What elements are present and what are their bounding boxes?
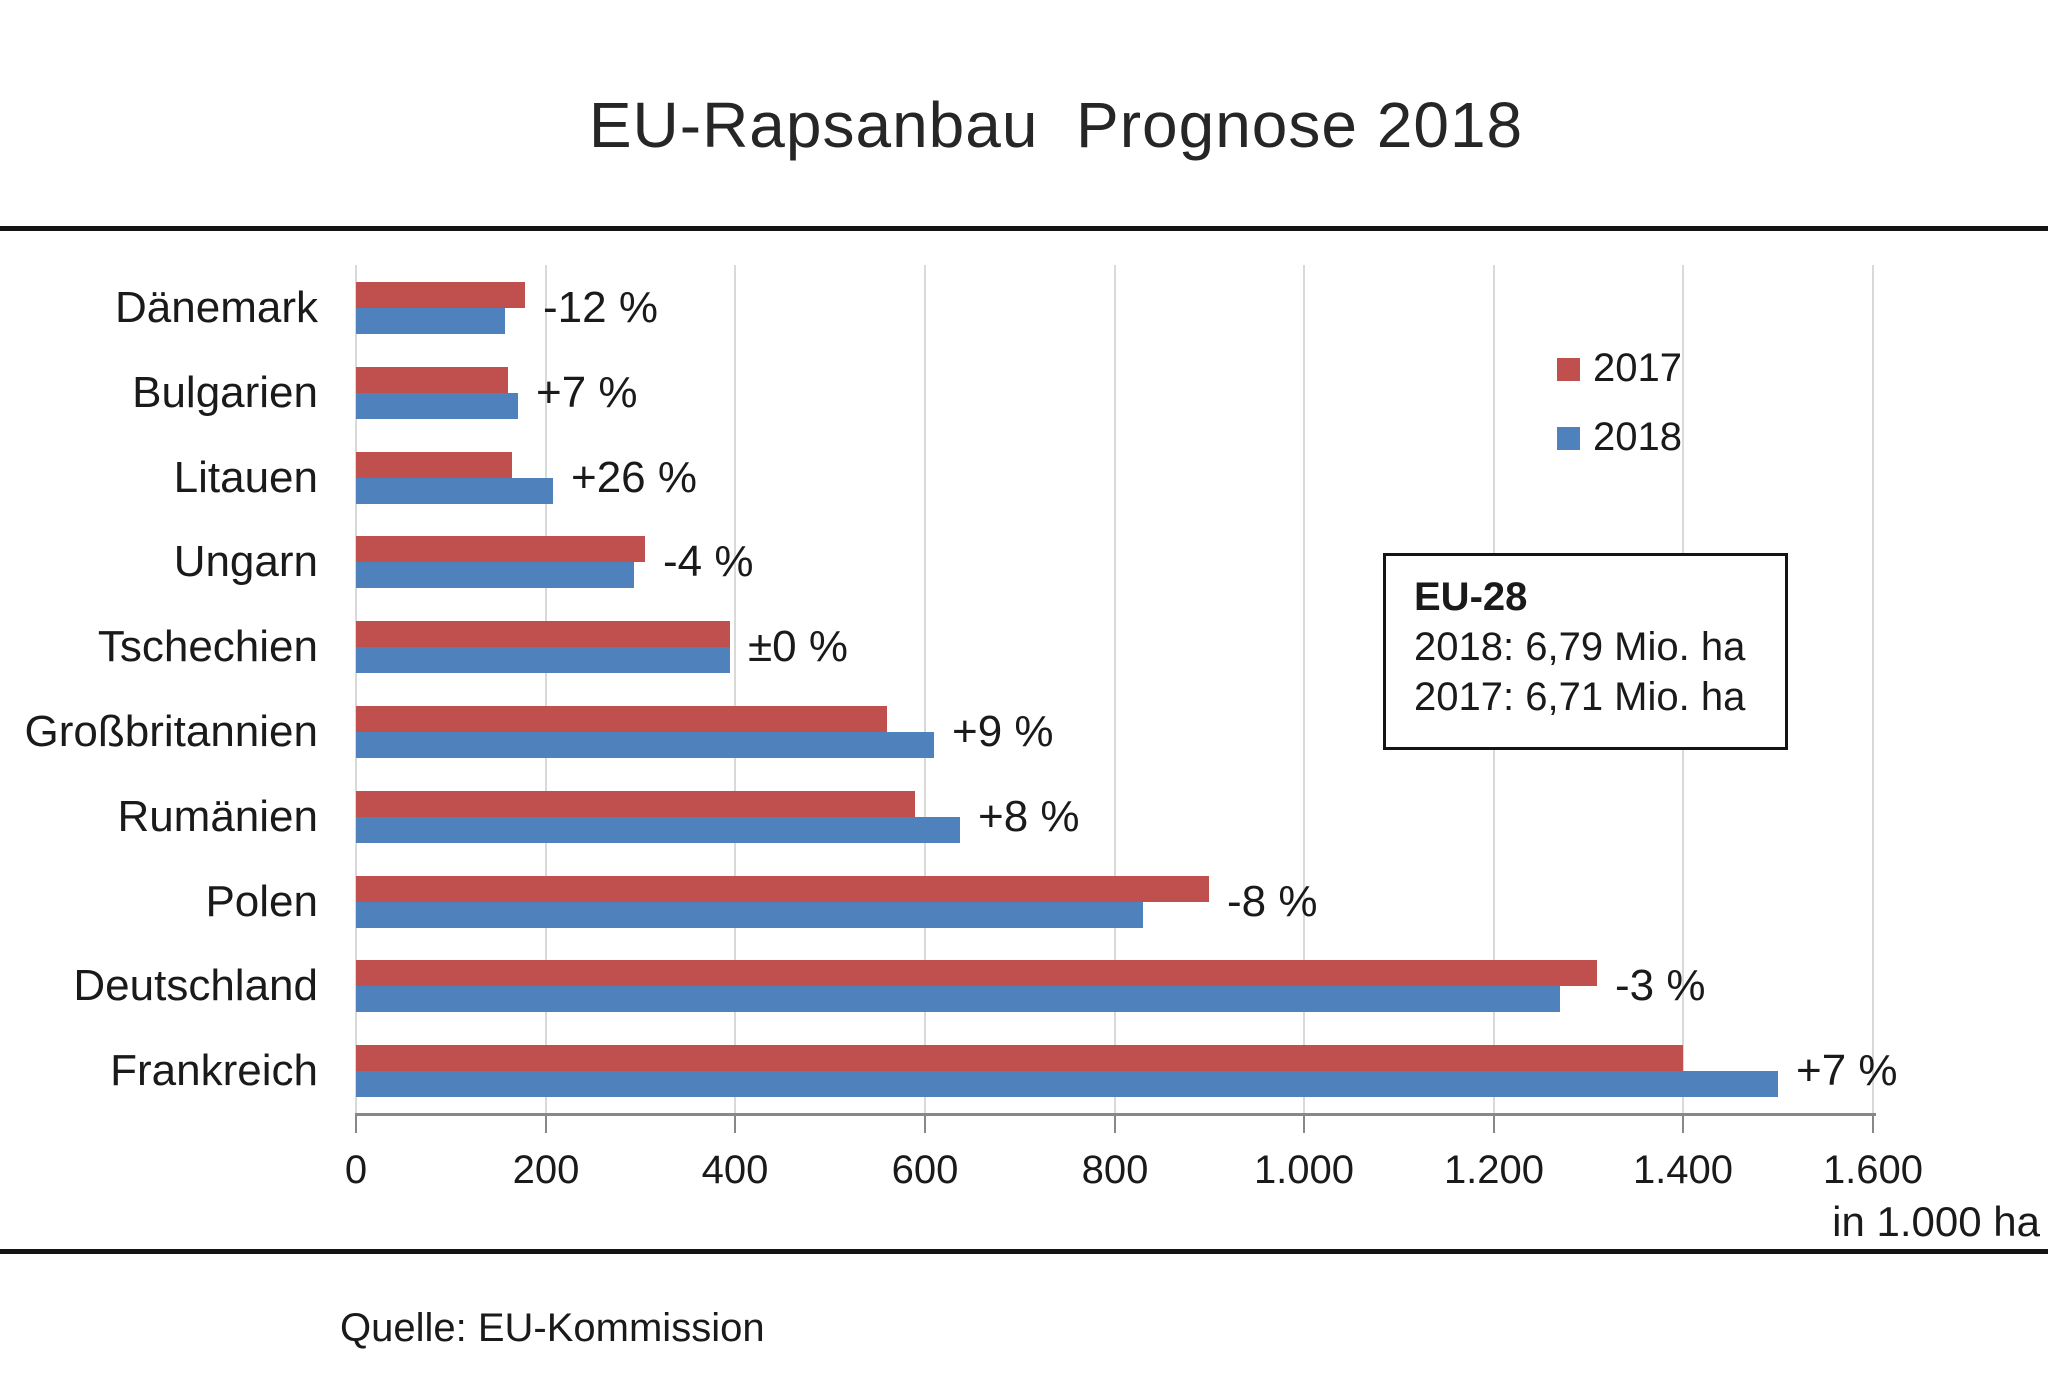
legend-label-2018: 2018 [1593,415,1682,459]
bar-2017-Polen [356,875,1209,902]
bottom-divider-rule [0,1249,2048,1254]
bar-2017-Dänemark [356,282,525,308]
bar-2018-Tschechien [356,647,730,674]
change-label: +26 % [571,452,697,502]
legend-swatch-2018 [1557,427,1580,450]
x-axis-tick-mark [924,1113,926,1133]
x-axis-tick-label: 200 [512,1148,580,1192]
bar-2018-Litauen [356,477,553,504]
change-label: ±0 % [748,622,848,672]
gridline [545,265,547,1113]
gridline [355,265,357,1113]
category-label: Deutschland [73,961,318,1011]
eu28-annotation-box: EU-28 2018: 6,79 Mio. ha 2017: 6,71 Mio.… [1383,553,1788,750]
top-divider-rule [0,226,2048,231]
gridline [924,265,926,1113]
plot-area [355,265,1874,1113]
category-label: Rumänien [117,791,318,841]
x-axis-tick-label: 600 [891,1148,959,1192]
x-axis-tick-label: 800 [1081,1148,1149,1192]
x-axis-tick-label: 400 [701,1148,769,1192]
legend-swatch-2017 [1557,358,1580,381]
category-label: Bulgarien [132,367,318,417]
x-axis-tick-label: 1.000 [1253,1148,1355,1192]
bar-2017-Tschechien [356,621,730,648]
x-axis-tick-label: 1.600 [1822,1148,1924,1192]
change-label: -12 % [543,283,658,332]
gridline [734,265,736,1113]
eu28-heading: EU-28 [1414,575,1528,619]
bar-2017-Litauen [356,451,512,478]
change-label: -4 % [663,537,754,587]
change-label: +9 % [952,707,1054,756]
x-axis-tick-mark [1872,1113,1874,1133]
x-axis-tick-mark [1493,1113,1495,1133]
change-label: -3 % [1615,961,1706,1011]
bar-2018-Bulgarien [356,392,518,419]
x-axis-tick-mark [1114,1113,1116,1133]
eu28-line-2017: 2017: 6,71 Mio. ha [1414,675,1746,719]
gridline [1303,265,1305,1113]
bar-2018-Polen [356,901,1143,928]
change-label: +7 % [536,367,638,417]
x-axis-tick-label: 1.400 [1632,1148,1734,1192]
change-label: -8 % [1227,876,1318,926]
x-axis-tick-mark [734,1113,736,1133]
x-axis-tick-mark [355,1113,357,1133]
source-note: Quelle: EU-Kommission [340,1306,765,1350]
x-axis-tick-mark [545,1113,547,1133]
x-axis-unit-label: in 1.000 ha [1832,1198,2040,1245]
category-label: Litauen [173,452,318,502]
category-label: Dänemark [115,283,318,332]
bar-2017-Bulgarien [356,366,508,393]
change-label: +8 % [978,791,1080,841]
category-label: Frankreich [110,1046,318,1096]
bar-2018-Frankreich [356,1071,1778,1098]
category-label: Polen [205,876,318,926]
x-axis-tick-mark [1682,1113,1684,1133]
category-label: Tschechien [97,622,318,672]
bar-2017-Ungarn [356,536,645,563]
chart-title: EU-Rapsanbau Prognose 2018 [588,89,1524,161]
bar-2018-Großbritannien [356,732,934,758]
x-axis-tick-label: 1.200 [1443,1148,1545,1192]
bar-2018-Dänemark [356,308,505,334]
x-axis-tick-label: 0 [344,1148,368,1192]
bar-2017-Frankreich [356,1045,1683,1072]
x-axis-tick-mark [1303,1113,1305,1133]
bar-2018-Ungarn [356,562,634,589]
change-label: +7 % [1796,1046,1898,1096]
category-label: Großbritannien [24,707,318,756]
bar-2017-Großbritannien [356,706,887,732]
gridline [1872,265,1874,1113]
category-label: Ungarn [173,537,318,587]
bar-2017-Rumänien [356,790,915,817]
legend-label-2017: 2017 [1593,346,1682,390]
gridline [1114,265,1116,1113]
bar-2018-Deutschland [356,986,1560,1013]
bar-2018-Rumänien [356,816,960,843]
eu28-line-2018: 2018: 6,79 Mio. ha [1414,625,1746,669]
bar-2017-Deutschland [356,960,1597,987]
